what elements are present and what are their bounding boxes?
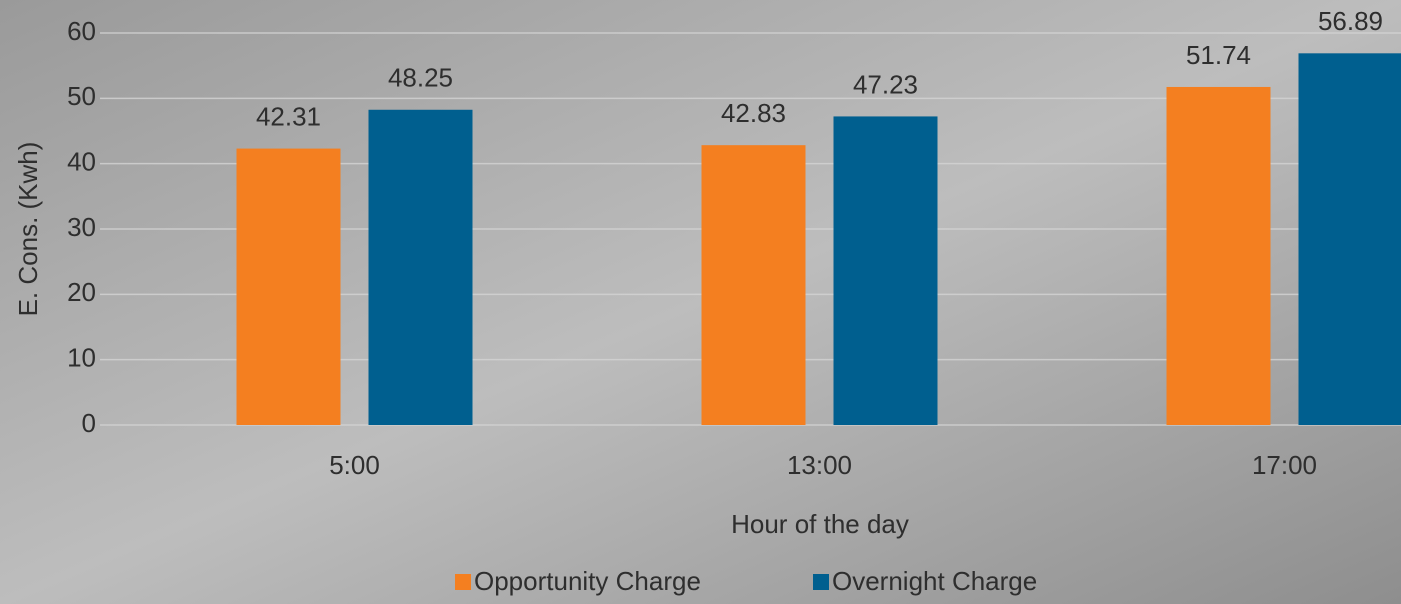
bar: [1167, 87, 1271, 425]
page: E. Cons. (Kwh) Hour of the day Opportuni…: [0, 0, 1401, 604]
legend-swatch: [813, 574, 829, 590]
y-tick-label: 60: [67, 16, 96, 46]
data-label: 48.25: [388, 63, 453, 93]
y-tick-label: 20: [67, 277, 96, 307]
y-axis-title: E. Cons. (Kwh): [13, 142, 43, 317]
data-label: 51.74: [1186, 40, 1251, 70]
data-label: 56.89: [1318, 6, 1383, 36]
y-tick-label: 50: [67, 81, 96, 111]
y-tick-label: 40: [67, 147, 96, 177]
bar: [1299, 53, 1401, 425]
data-label: 42.31: [256, 101, 321, 131]
bar: [237, 149, 341, 425]
chart: E. Cons. (Kwh) Hour of the day Opportuni…: [0, 0, 1401, 604]
x-tick-label: 5:00: [329, 450, 380, 480]
bar: [369, 110, 473, 425]
y-tick-label: 10: [67, 343, 96, 373]
y-tick-label: 0: [82, 408, 96, 438]
legend-label: Overnight Charge: [832, 566, 1037, 596]
x-tick-label: 13:00: [787, 450, 852, 480]
data-label: 42.83: [721, 98, 786, 128]
legend-swatch: [455, 574, 471, 590]
bar: [834, 116, 938, 425]
data-label: 47.23: [853, 69, 918, 99]
x-axis-title: Hour of the day: [731, 509, 909, 539]
bar: [702, 145, 806, 425]
x-tick-label: 17:00: [1252, 450, 1317, 480]
y-tick-label: 30: [67, 212, 96, 242]
legend-label: Opportunity Charge: [474, 566, 701, 596]
